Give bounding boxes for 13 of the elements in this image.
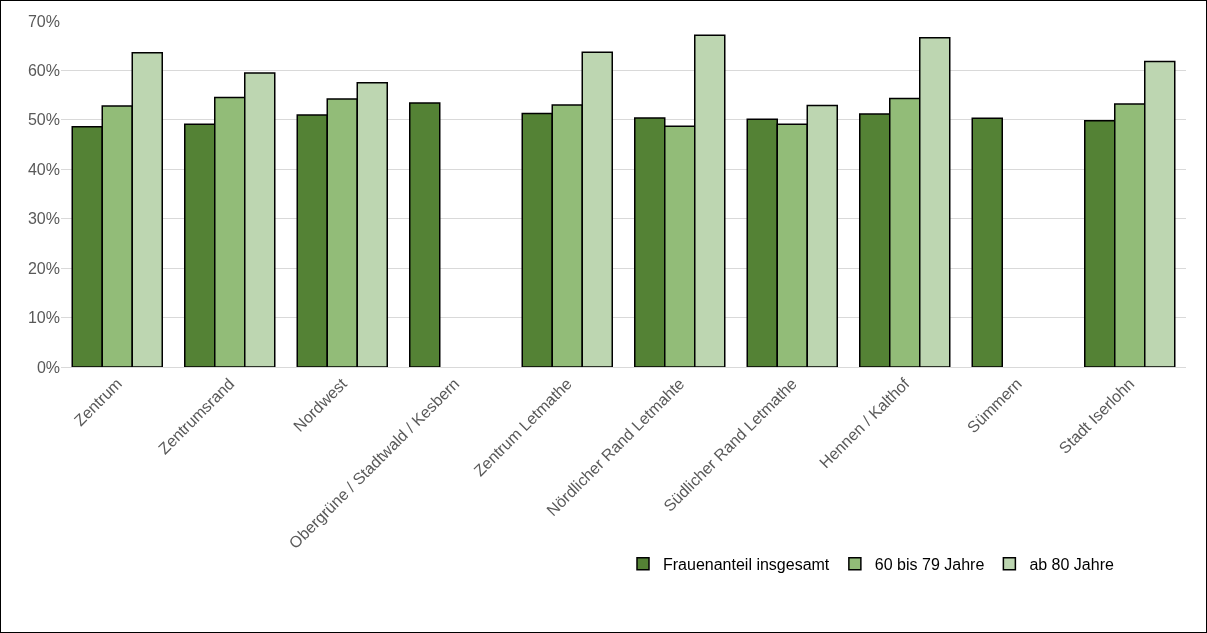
y-tick-label: 0% [36,358,60,376]
y-tick-label: 20% [27,259,60,277]
legend-label: 60 bis 79 Jahre [874,556,985,574]
legend-label: Frauenanteil insgesamt [663,556,830,574]
y-tick-label: 60% [27,62,60,80]
y-tick-label: 50% [27,111,60,129]
y-tick-label: 40% [27,160,60,178]
y-tick-label: 70% [27,12,60,30]
y-tick-label: 10% [27,309,60,327]
bar [971,117,1003,367]
legend-label: ab 80 Jahre [1029,556,1114,574]
bar [409,102,441,367]
y-tick-label: 30% [27,210,60,228]
